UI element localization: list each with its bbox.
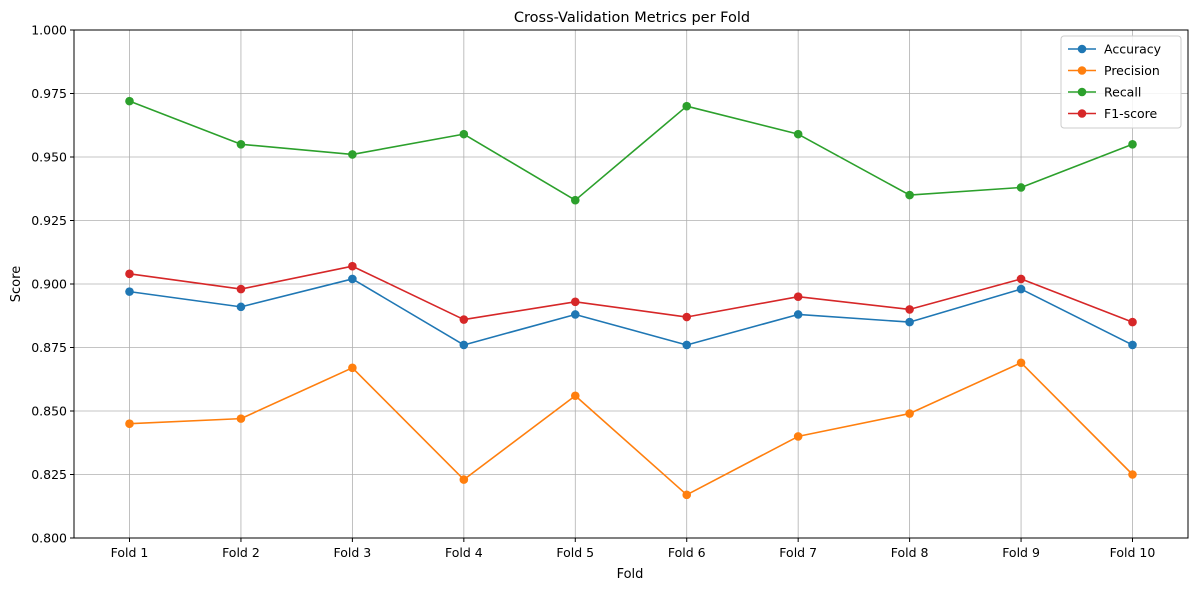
data-point-precision bbox=[459, 475, 469, 484]
chart-title: Cross-Validation Metrics per Fold bbox=[514, 10, 750, 26]
data-point-precision bbox=[682, 490, 692, 500]
y-tick-label: 0.900 bbox=[31, 277, 67, 292]
data-point-precision bbox=[1016, 358, 1026, 368]
data-point-precision bbox=[905, 409, 914, 418]
legend: Accuracy Precision Recall F1-score bbox=[1060, 35, 1182, 129]
data-point-accuracy bbox=[1016, 284, 1026, 294]
data-point-precision bbox=[125, 419, 134, 429]
data-point-recall bbox=[905, 190, 914, 200]
x-axis-label: Fold bbox=[617, 567, 644, 582]
data-point-recall bbox=[793, 129, 803, 139]
data-point-accuracy bbox=[459, 340, 469, 350]
data-point-f1-score bbox=[1016, 274, 1026, 284]
data-point-accuracy bbox=[793, 310, 803, 319]
data-point-accuracy bbox=[1128, 340, 1137, 350]
y-tick-label: 0.850 bbox=[31, 404, 67, 419]
data-point-f1-score bbox=[125, 269, 134, 279]
data-point-precision bbox=[236, 414, 246, 423]
data-point-recall bbox=[1016, 183, 1026, 192]
grid bbox=[74, 29, 1188, 539]
data-point-f1-score bbox=[570, 297, 580, 307]
legend-label-f1-score: F1-score bbox=[1104, 106, 1158, 121]
y-tick-label: 0.925 bbox=[31, 213, 67, 228]
legend-label-precision: Precision bbox=[1104, 63, 1160, 78]
series-accuracy bbox=[125, 274, 1137, 350]
data-point-accuracy bbox=[236, 302, 246, 312]
legend-marker-precision bbox=[1077, 66, 1087, 75]
x-tick-label: Fold 3 bbox=[334, 545, 372, 560]
x-tick-label: Fold 10 bbox=[1110, 545, 1156, 560]
data-point-f1-score bbox=[236, 284, 246, 294]
data-point-f1-score bbox=[682, 312, 692, 322]
data-point-recall bbox=[1128, 140, 1137, 149]
y-axis-ticks: 0.800 0.825 0.850 0.875 0.900 0.925 0.950 0.975… bbox=[31, 23, 74, 546]
series-line-f1-score bbox=[129, 265, 1133, 323]
legend-label-recall: Recall bbox=[1104, 85, 1141, 100]
data-point-recall bbox=[125, 96, 134, 106]
series-line-accuracy bbox=[129, 278, 1133, 346]
data-point-accuracy bbox=[682, 340, 692, 350]
data-point-recall bbox=[570, 195, 580, 205]
data-point-recall bbox=[348, 150, 357, 159]
data-point-f1-score bbox=[905, 305, 914, 314]
series-line-recall bbox=[129, 100, 1133, 201]
data-point-recall bbox=[236, 140, 246, 149]
data-point-f1-score bbox=[1128, 317, 1137, 327]
legend-box bbox=[1060, 35, 1182, 129]
legend-label-accuracy: Accuracy bbox=[1104, 42, 1162, 57]
x-tick-label: Fold 2 bbox=[222, 545, 260, 560]
x-axis-ticks: Fold 1 Fold 2 Fold 3 Fold 4 Fold 5 Fold 6 Fold… bbox=[111, 538, 1156, 560]
y-axis-label: Score bbox=[9, 266, 24, 302]
x-tick-label: Fold 1 bbox=[111, 545, 149, 560]
x-tick-label: Fold 6 bbox=[668, 545, 706, 560]
data-point-precision bbox=[348, 363, 357, 373]
x-tick-label: Fold 8 bbox=[891, 545, 929, 560]
data-point-f1-score bbox=[348, 261, 357, 271]
series-recall bbox=[125, 96, 1137, 205]
y-tick-label: 0.825 bbox=[31, 467, 67, 482]
y-tick-label: 0.800 bbox=[31, 531, 67, 546]
y-tick-label: 0.975 bbox=[31, 86, 67, 101]
data-point-accuracy bbox=[125, 287, 134, 296]
y-tick-label: 1.000 bbox=[31, 23, 67, 38]
data-point-accuracy bbox=[348, 274, 357, 284]
data-point-precision bbox=[1128, 470, 1137, 479]
data-point-accuracy bbox=[570, 310, 580, 319]
x-tick-label: Fold 4 bbox=[445, 545, 483, 560]
x-tick-label: Fold 9 bbox=[1002, 545, 1040, 560]
y-tick-label: 0.875 bbox=[31, 340, 67, 355]
x-tick-label: Fold 5 bbox=[556, 545, 594, 560]
y-tick-label: 0.950 bbox=[31, 150, 67, 165]
data-point-recall bbox=[459, 129, 469, 139]
legend-marker-f1-score bbox=[1077, 109, 1087, 118]
data-point-precision bbox=[570, 391, 580, 401]
series-line-precision bbox=[129, 361, 1134, 496]
legend-marker-recall bbox=[1077, 87, 1087, 97]
series-f1-score bbox=[125, 261, 1137, 327]
legend-marker-accuracy bbox=[1077, 44, 1087, 54]
series bbox=[125, 96, 1137, 500]
data-point-recall bbox=[682, 101, 692, 111]
data-point-f1-score bbox=[793, 292, 803, 302]
x-tick-label: Fold 7 bbox=[779, 545, 817, 560]
data-point-precision bbox=[793, 432, 803, 441]
data-point-accuracy bbox=[905, 317, 914, 327]
series-precision bbox=[125, 358, 1137, 500]
data-point-f1-score bbox=[459, 315, 469, 324]
